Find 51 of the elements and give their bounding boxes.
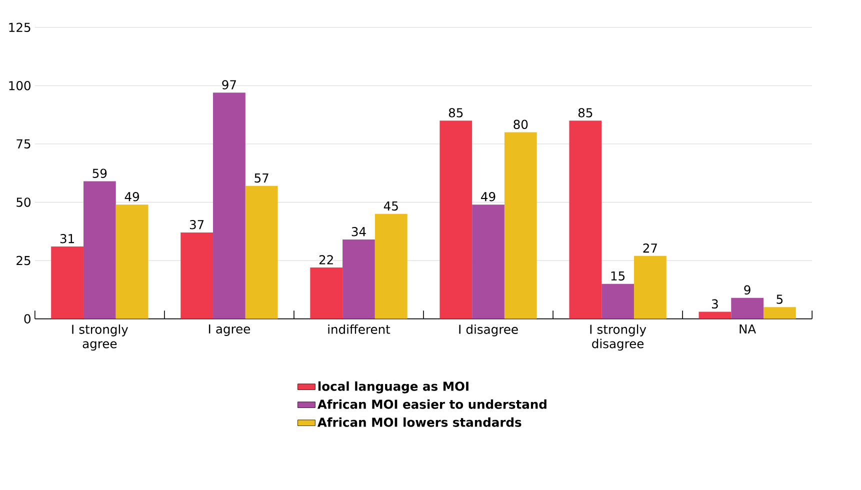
x-tick-label: indifferent bbox=[328, 324, 390, 334]
y-tick-label: 100 bbox=[9, 80, 30, 90]
bar bbox=[731, 298, 764, 319]
bar bbox=[342, 239, 375, 319]
data-label: 49 bbox=[124, 192, 139, 202]
x-tick-label: I strongly disagree bbox=[590, 324, 646, 350]
bar bbox=[51, 246, 84, 319]
data-label: 5 bbox=[776, 294, 783, 304]
bar bbox=[116, 204, 148, 319]
y-tick-label: 125 bbox=[9, 22, 30, 32]
x-tick-label: NA bbox=[740, 324, 756, 334]
data-label: 15 bbox=[611, 271, 625, 280]
y-tick-label: 0 bbox=[24, 314, 30, 324]
bar bbox=[180, 232, 214, 319]
legend-label: African MOI lowers standards bbox=[317, 417, 522, 427]
bar bbox=[634, 256, 666, 319]
data-label: 22 bbox=[319, 254, 333, 264]
bar bbox=[245, 186, 278, 319]
bar bbox=[504, 132, 537, 319]
data-label: 37 bbox=[190, 220, 204, 230]
data-label: 9 bbox=[744, 285, 750, 294]
y-tick-label: 75 bbox=[16, 139, 30, 148]
data-label: 59 bbox=[92, 168, 107, 178]
data-label: 31 bbox=[60, 234, 74, 244]
bar bbox=[83, 181, 116, 319]
bar bbox=[569, 120, 602, 319]
data-label: 27 bbox=[643, 243, 657, 252]
bar bbox=[310, 267, 343, 319]
bar bbox=[764, 306, 796, 319]
y-tick-label: 25 bbox=[16, 256, 30, 265]
x-tick-label: I strongly agree bbox=[72, 324, 128, 350]
bar bbox=[440, 120, 472, 319]
data-label: 34 bbox=[352, 226, 366, 236]
bar bbox=[374, 214, 408, 319]
data-label: 57 bbox=[254, 173, 268, 182]
x-tick-label: I agree bbox=[208, 324, 250, 336]
legend-label: local language as MOI bbox=[318, 381, 468, 394]
data-label: 80 bbox=[514, 120, 528, 129]
x-tick-label: I disagree bbox=[459, 324, 518, 336]
bar bbox=[472, 204, 504, 319]
bar bbox=[698, 312, 732, 319]
bar bbox=[213, 92, 246, 319]
legend-label: African MOI easier to understand bbox=[317, 399, 546, 409]
y-tick-label: 50 bbox=[16, 197, 30, 207]
data-label: 85 bbox=[578, 108, 592, 118]
data-label: 97 bbox=[222, 80, 236, 90]
data-label: 49 bbox=[481, 192, 496, 202]
data-label: 3 bbox=[712, 299, 718, 308]
bar bbox=[602, 284, 634, 319]
data-label: 85 bbox=[448, 108, 463, 118]
data-label: 45 bbox=[384, 201, 398, 210]
